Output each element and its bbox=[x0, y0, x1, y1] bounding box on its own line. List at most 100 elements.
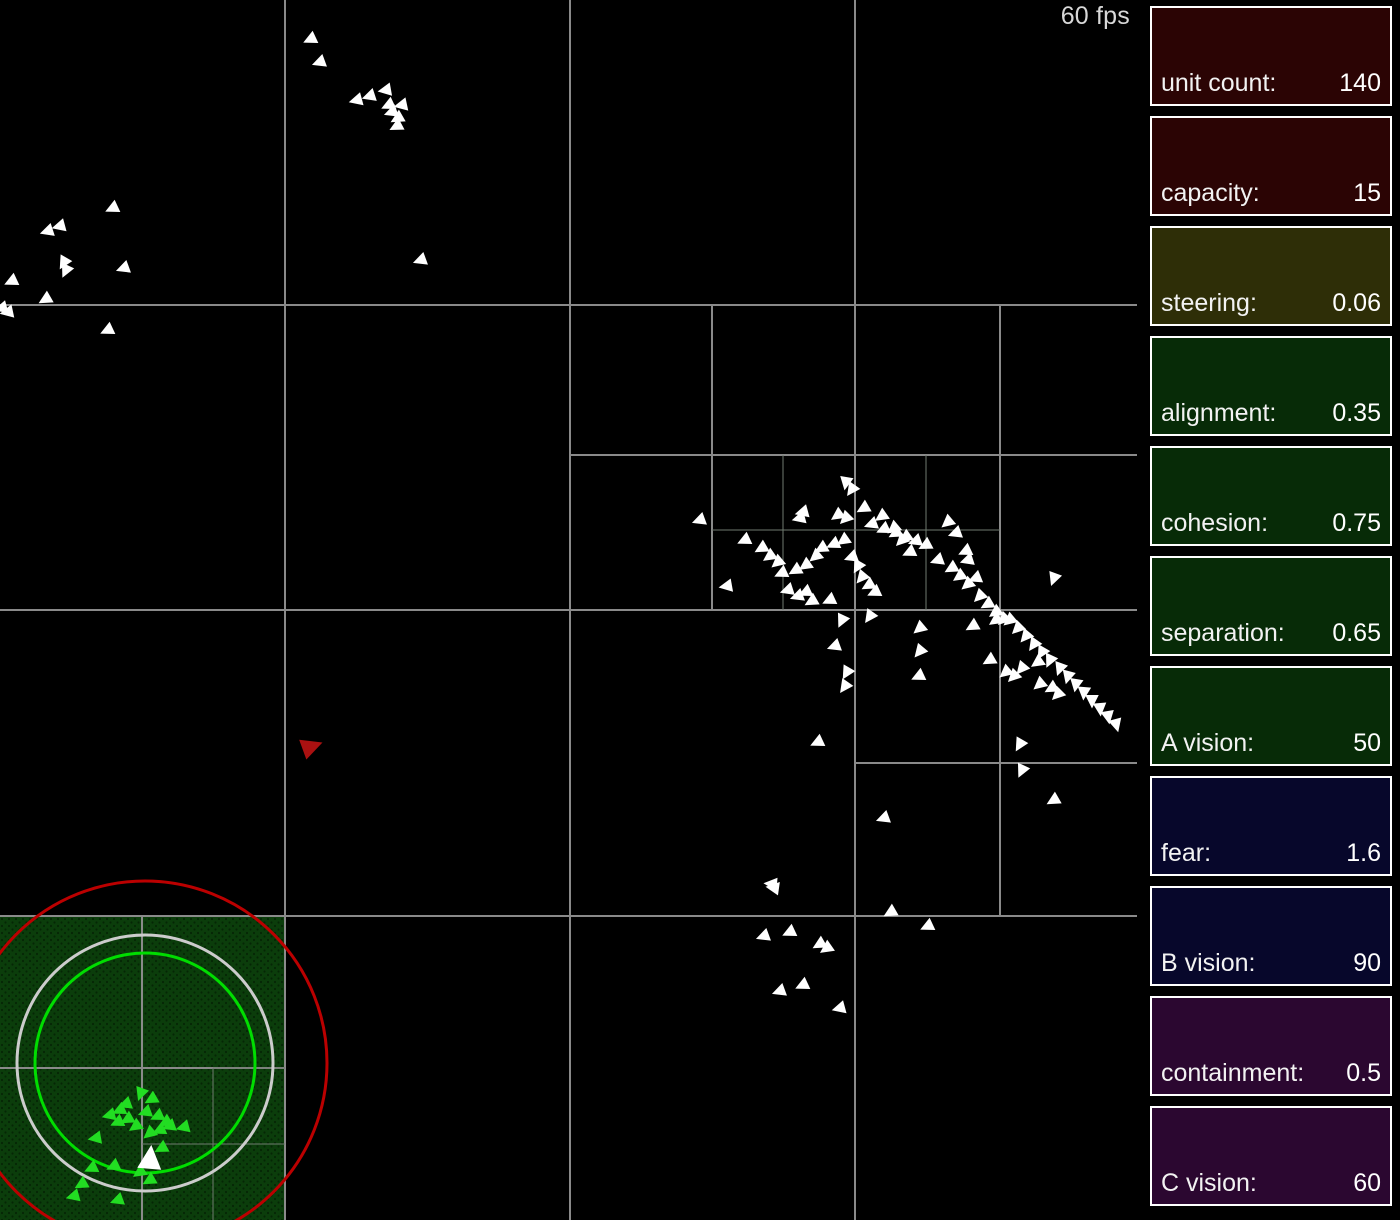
boid-unit-white[interactable] bbox=[883, 519, 903, 539]
boid-unit-white[interactable] bbox=[862, 515, 879, 533]
boid-unit-white[interactable] bbox=[966, 569, 984, 588]
boid-unit-white[interactable] bbox=[1015, 627, 1035, 647]
boid-unit-white[interactable] bbox=[899, 543, 918, 562]
boid-unit-white[interactable] bbox=[908, 667, 927, 686]
boid-unit-green[interactable] bbox=[139, 1171, 158, 1190]
boid-unit-white[interactable] bbox=[717, 578, 734, 594]
stat-steering[interactable]: steering: 0.06 bbox=[1150, 226, 1392, 326]
boid-unit-white[interactable] bbox=[1043, 791, 1062, 810]
stat-b-vision[interactable]: B vision: 90 bbox=[1150, 886, 1392, 986]
stat-alignment[interactable]: alignment: 0.35 bbox=[1150, 336, 1392, 436]
boid-unit-white[interactable] bbox=[830, 1000, 847, 1017]
boid-unit-white[interactable] bbox=[1108, 717, 1125, 734]
boid-unit-white[interactable] bbox=[825, 637, 842, 655]
stat-a-vision[interactable]: A vision: 50 bbox=[1150, 666, 1392, 766]
stat-containment[interactable]: containment: 0.5 bbox=[1150, 996, 1392, 1096]
boid-unit-white[interactable] bbox=[957, 575, 977, 595]
boid-unit-green[interactable] bbox=[71, 1175, 90, 1194]
boid-unit-white[interactable] bbox=[860, 608, 879, 627]
boid-unit-white[interactable] bbox=[958, 552, 975, 569]
boid-unit-white[interactable] bbox=[751, 539, 770, 558]
boid-unit-white[interactable] bbox=[807, 733, 826, 752]
boid-unit-white[interactable] bbox=[734, 531, 753, 550]
simulation-viewport[interactable]: 60 fps bbox=[0, 0, 1137, 1220]
boid-unit-white[interactable] bbox=[792, 976, 811, 995]
boid-unit-white[interactable] bbox=[778, 582, 795, 599]
stat-fear[interactable]: fear: 1.6 bbox=[1150, 776, 1392, 876]
boid-unit-white[interactable] bbox=[858, 576, 877, 595]
boid-unit-white[interactable] bbox=[35, 290, 54, 309]
boid-unit-white[interactable] bbox=[823, 535, 842, 554]
boid-unit-white[interactable] bbox=[816, 939, 835, 959]
boid-unit-white[interactable] bbox=[788, 587, 805, 605]
boid-unit-white[interactable] bbox=[985, 603, 1004, 623]
boid-unit-white[interactable] bbox=[1040, 652, 1059, 671]
boid-unit-white[interactable] bbox=[765, 880, 780, 896]
boid-unit-white[interactable] bbox=[1024, 636, 1043, 655]
boid-unit-white[interactable] bbox=[941, 559, 960, 578]
boid-unit-white[interactable] bbox=[874, 809, 891, 827]
boid-unit-white[interactable] bbox=[392, 97, 409, 113]
boid-unit-white[interactable] bbox=[842, 548, 859, 566]
boid-unit-white[interactable] bbox=[785, 561, 804, 580]
boid-unit-white[interactable] bbox=[1077, 686, 1092, 701]
boid-unit-white[interactable] bbox=[56, 262, 75, 281]
boid-unit-green[interactable] bbox=[86, 1130, 103, 1146]
stat-separation[interactable]: separation: 0.65 bbox=[1150, 556, 1392, 656]
boid-unit-white[interactable] bbox=[832, 612, 851, 631]
boid-unit-green[interactable] bbox=[64, 1188, 81, 1205]
boid-unit-white[interactable] bbox=[906, 532, 923, 550]
boid-unit-white[interactable] bbox=[767, 553, 787, 573]
boid-unit-white[interactable] bbox=[114, 259, 131, 277]
boid-unit-white[interactable] bbox=[909, 642, 929, 662]
boid-unit-white[interactable] bbox=[347, 92, 364, 109]
boid-unit-white[interactable] bbox=[805, 547, 825, 567]
boid-unit-green[interactable] bbox=[129, 1163, 148, 1183]
boid-unit-green[interactable] bbox=[141, 1090, 160, 1109]
boid-unit-white[interactable] bbox=[1027, 653, 1046, 673]
stat-capacity[interactable]: capacity: 15 bbox=[1150, 116, 1392, 216]
boid-unit-white[interactable] bbox=[360, 88, 377, 105]
boid-unit-white[interactable] bbox=[880, 903, 899, 922]
boid-unit-green[interactable] bbox=[136, 1103, 153, 1121]
boid-unit-white[interactable] bbox=[386, 117, 405, 136]
stat-c-vision[interactable]: C vision: 60 bbox=[1150, 1106, 1392, 1206]
boid-unit-green[interactable] bbox=[139, 1124, 159, 1144]
predator-unit[interactable] bbox=[299, 733, 326, 760]
boid-unit-green[interactable] bbox=[117, 1110, 136, 1129]
boid-unit-green[interactable] bbox=[125, 1117, 144, 1137]
boid-unit-green[interactable] bbox=[174, 1119, 191, 1136]
boid-unit-white[interactable] bbox=[833, 531, 852, 551]
boid-unit-white[interactable] bbox=[310, 53, 327, 71]
boid-unit-white[interactable] bbox=[915, 536, 934, 555]
boid-unit-white[interactable] bbox=[999, 611, 1019, 631]
boid-unit-white[interactable] bbox=[1029, 675, 1049, 695]
boid-unit-white[interactable] bbox=[1059, 669, 1076, 686]
boid-unit-white[interactable] bbox=[97, 321, 116, 340]
boid-unit-white[interactable] bbox=[838, 475, 854, 492]
boid-unit-white[interactable] bbox=[928, 551, 945, 569]
boid-unit-white[interactable] bbox=[376, 82, 393, 98]
boid-unit-white[interactable] bbox=[801, 592, 820, 611]
boid-unit-green[interactable] bbox=[147, 1107, 166, 1126]
boid-unit-green[interactable] bbox=[81, 1159, 100, 1178]
boid-unit-white[interactable] bbox=[979, 651, 998, 670]
boid-unit-white[interactable] bbox=[759, 547, 778, 567]
boid-unit-green[interactable] bbox=[109, 1101, 128, 1120]
boid-unit-white[interactable] bbox=[853, 499, 872, 518]
boid-unit-white[interactable] bbox=[411, 251, 428, 269]
unit-layer[interactable] bbox=[0, 30, 1125, 1209]
boid-unit-green[interactable] bbox=[116, 1095, 133, 1113]
boid-unit-white[interactable] bbox=[962, 617, 981, 636]
boid-unit-white[interactable] bbox=[811, 539, 830, 558]
boid-unit-white[interactable] bbox=[1012, 762, 1031, 781]
boid-unit-white[interactable] bbox=[690, 511, 707, 529]
boid-unit-white[interactable] bbox=[1085, 695, 1099, 709]
boid-unit-white[interactable] bbox=[300, 30, 319, 49]
boid-unit-white[interactable] bbox=[949, 567, 968, 587]
boid-unit-green[interactable] bbox=[149, 1121, 168, 1140]
boid-unit-white[interactable] bbox=[102, 199, 121, 218]
boid-unit-white[interactable] bbox=[851, 568, 871, 588]
boid-unit-white[interactable] bbox=[837, 664, 856, 682]
boid-unit-white[interactable] bbox=[1032, 644, 1051, 662]
